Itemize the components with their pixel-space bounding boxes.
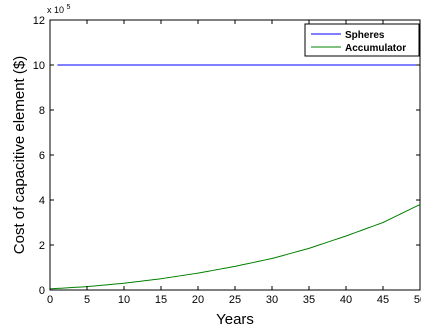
y-axis-multiplier: x 10 5 xyxy=(47,4,71,15)
x-tick-label: 5 xyxy=(84,294,90,306)
x-tick-label: 25 xyxy=(229,294,241,306)
x-tick-label: 45 xyxy=(377,294,389,306)
y-tick-label: 0 xyxy=(39,285,45,297)
x-tick-label: 15 xyxy=(155,294,167,306)
y-axis-multiplier-exponent: 5 xyxy=(67,4,71,11)
x-axis-label: Years xyxy=(216,311,254,328)
y-tick-label: 2 xyxy=(39,240,45,252)
plot-area xyxy=(49,19,421,291)
legend-label: Accumulator xyxy=(345,43,406,54)
y-tick-label: 4 xyxy=(39,195,45,207)
y-tick-label: 10 xyxy=(33,60,45,72)
legend-box xyxy=(304,23,420,57)
x-tick-label: 35 xyxy=(303,294,315,306)
legend: Spheres Accumulator xyxy=(304,23,420,57)
y-tick-label: 8 xyxy=(39,105,45,117)
x-tick-label: 20 xyxy=(192,294,204,306)
x-tick-label: 50 xyxy=(414,294,421,306)
series-layer xyxy=(49,64,421,290)
x-tick-label: 10 xyxy=(118,294,130,306)
legend-label: Spheres xyxy=(345,30,385,41)
tick-layer: 0 5 10 15 20 25 30 35 40 45 50 0 2 4 6 8 10 12 xyxy=(33,15,421,306)
y-tick-label: 6 xyxy=(39,150,45,162)
y-axis-label: Cost of capacitive element ($) xyxy=(11,56,28,254)
x-tick-label: 0 xyxy=(47,294,53,306)
series-line-accumulator xyxy=(49,204,421,290)
y-tick-label: 12 xyxy=(33,15,45,27)
x-tick-label: 30 xyxy=(266,294,278,306)
y-axis-multiplier-base: x 10 xyxy=(47,5,64,15)
x-tick-label: 40 xyxy=(340,294,352,306)
